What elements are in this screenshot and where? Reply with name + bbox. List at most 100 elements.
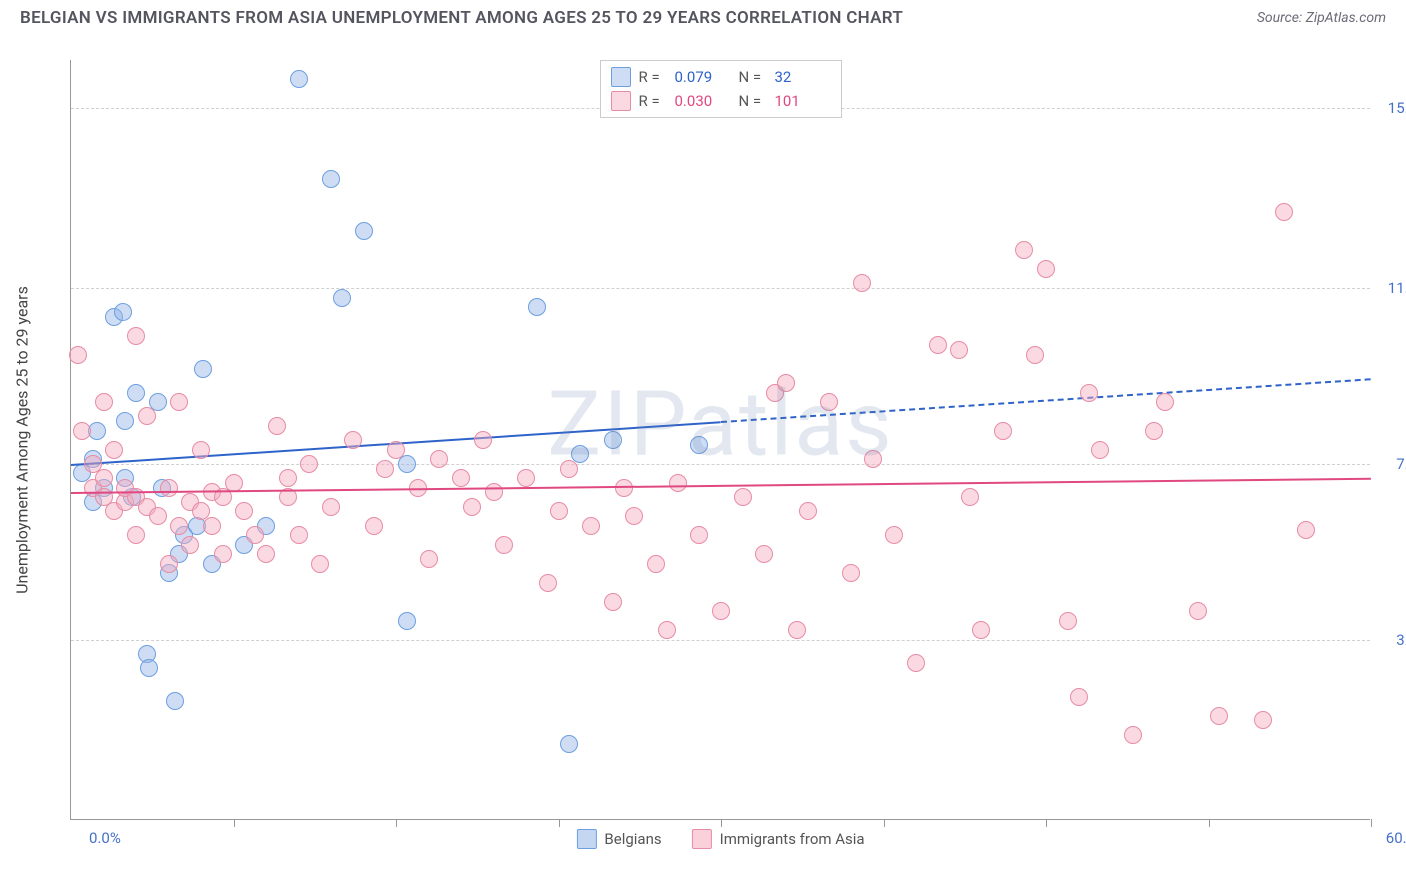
data-point [138, 407, 156, 425]
data-point [788, 621, 806, 639]
legend-swatch [576, 829, 596, 849]
data-point [550, 502, 568, 520]
data-point [398, 612, 416, 630]
data-point [235, 502, 253, 520]
data-point [560, 460, 578, 478]
data-point [170, 517, 188, 535]
data-point [290, 70, 308, 88]
legend-series: Belgians Immigrants from Asia [576, 829, 864, 849]
legend-r-value: 0.030 [675, 92, 731, 110]
data-point [170, 393, 188, 411]
data-point [1059, 612, 1077, 630]
data-point [214, 545, 232, 563]
chart-container: Unemployment Among Ages 25 to 29 years Z… [50, 40, 1390, 840]
x-tick [1209, 819, 1210, 827]
data-point [344, 431, 362, 449]
data-point [225, 474, 243, 492]
y-tick-label: 7.5% [1396, 455, 1406, 473]
data-point [463, 498, 481, 516]
data-point [181, 536, 199, 554]
data-point [734, 488, 752, 506]
y-axis-label: Unemployment Among Ages 25 to 29 years [13, 286, 32, 594]
data-point [777, 374, 795, 392]
trendline-solid [71, 478, 1371, 494]
data-point [322, 170, 340, 188]
data-point [495, 536, 513, 554]
trendline-dashed [721, 378, 1371, 423]
data-point [1124, 726, 1142, 744]
x-tick [396, 819, 397, 827]
data-point [864, 450, 882, 468]
data-point [194, 360, 212, 378]
data-point [853, 274, 871, 292]
data-point [160, 479, 178, 497]
chart-title: BELGIAN VS IMMIGRANTS FROM ASIA UNEMPLOY… [20, 8, 903, 28]
data-point [1254, 711, 1272, 729]
legend-label: Belgians [604, 830, 661, 848]
data-point [647, 555, 665, 573]
legend-swatch [611, 67, 631, 87]
data-point [127, 327, 145, 345]
data-point [127, 526, 145, 544]
data-point [160, 555, 178, 573]
data-point [961, 488, 979, 506]
data-point [907, 654, 925, 672]
data-point [517, 469, 535, 487]
data-point [290, 526, 308, 544]
data-point [1080, 384, 1098, 402]
data-point [582, 517, 600, 535]
y-tick-label: 11.2% [1388, 279, 1406, 297]
data-point [474, 431, 492, 449]
x-axis-min-label: 0.0% [89, 829, 121, 847]
legend-n-label: N = [739, 92, 767, 110]
data-point [105, 441, 123, 459]
legend-n-label: N = [739, 68, 767, 86]
data-point [528, 298, 546, 316]
data-point [279, 469, 297, 487]
data-point [376, 460, 394, 478]
legend-swatch [692, 829, 712, 849]
y-tick-label: 15.0% [1388, 99, 1406, 117]
legend-n-value: 32 [775, 68, 831, 86]
data-point [268, 417, 286, 435]
data-point [116, 412, 134, 430]
gridline-horizontal [71, 288, 1370, 289]
data-point [929, 336, 947, 354]
legend-r-label: R = [639, 92, 667, 110]
data-point [669, 474, 687, 492]
data-point [625, 507, 643, 525]
data-point [1297, 521, 1315, 539]
source-attribution: Source: ZipAtlas.com [1257, 10, 1386, 26]
data-point [950, 341, 968, 359]
data-point [311, 555, 329, 573]
data-point [842, 564, 860, 582]
data-point [820, 393, 838, 411]
data-point [203, 517, 221, 535]
data-point [712, 602, 730, 620]
data-point [604, 593, 622, 611]
x-tick [721, 819, 722, 827]
data-point [1026, 346, 1044, 364]
data-point [1091, 441, 1109, 459]
data-point [114, 303, 132, 321]
data-point [257, 545, 275, 563]
data-point [355, 222, 373, 240]
data-point [95, 393, 113, 411]
data-point [799, 502, 817, 520]
data-point [1015, 241, 1033, 259]
data-point [560, 735, 578, 753]
legend-swatch [611, 91, 631, 111]
data-point [452, 469, 470, 487]
data-point [690, 526, 708, 544]
x-tick [1046, 819, 1047, 827]
data-point [300, 455, 318, 473]
legend-item: Immigrants from Asia [692, 829, 865, 849]
data-point [398, 455, 416, 473]
legend-r-label: R = [639, 68, 667, 86]
data-point [420, 550, 438, 568]
data-point [658, 621, 676, 639]
data-point [604, 431, 622, 449]
legend-r-value: 0.079 [675, 68, 731, 86]
data-point [885, 526, 903, 544]
data-point [755, 545, 773, 563]
